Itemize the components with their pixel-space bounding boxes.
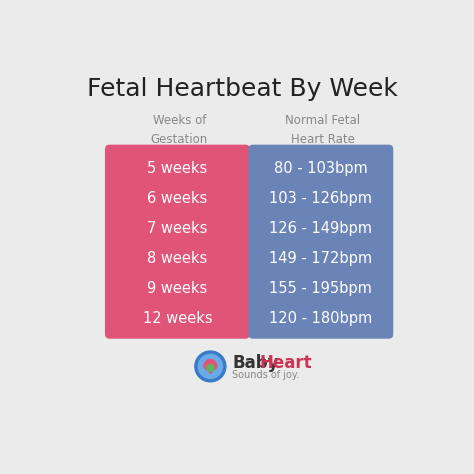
Circle shape — [204, 363, 211, 369]
Text: 155 - 195bpm: 155 - 195bpm — [269, 281, 372, 296]
Text: Sounds of joy.: Sounds of joy. — [232, 370, 299, 380]
Circle shape — [195, 351, 226, 382]
Text: 6 weeks: 6 weeks — [147, 191, 208, 206]
Text: Baby: Baby — [232, 354, 279, 372]
Text: 103 - 126bpm: 103 - 126bpm — [269, 191, 372, 206]
Polygon shape — [204, 359, 216, 374]
Text: Normal Fetal
Heart Rate: Normal Fetal Heart Rate — [285, 114, 360, 146]
FancyBboxPatch shape — [248, 145, 393, 339]
Text: 8 weeks: 8 weeks — [147, 251, 208, 266]
Text: 149 - 172bpm: 149 - 172bpm — [269, 251, 373, 266]
Text: 80 - 103bpm: 80 - 103bpm — [274, 161, 368, 176]
Text: 12 weeks: 12 weeks — [143, 311, 212, 326]
Text: 7 weeks: 7 weeks — [147, 221, 208, 236]
Circle shape — [207, 365, 214, 371]
Circle shape — [198, 355, 222, 378]
Text: Heart: Heart — [260, 354, 312, 372]
Text: 126 - 149bpm: 126 - 149bpm — [269, 221, 372, 236]
Text: 5 weeks: 5 weeks — [147, 161, 208, 176]
Text: Fetal Heartbeat By Week: Fetal Heartbeat By Week — [88, 77, 398, 101]
Text: 9 weeks: 9 weeks — [147, 281, 208, 296]
Circle shape — [210, 363, 217, 369]
FancyBboxPatch shape — [105, 145, 250, 339]
Text: 120 - 180bpm: 120 - 180bpm — [269, 311, 373, 326]
Text: Weeks of
Gestation: Weeks of Gestation — [151, 114, 208, 146]
